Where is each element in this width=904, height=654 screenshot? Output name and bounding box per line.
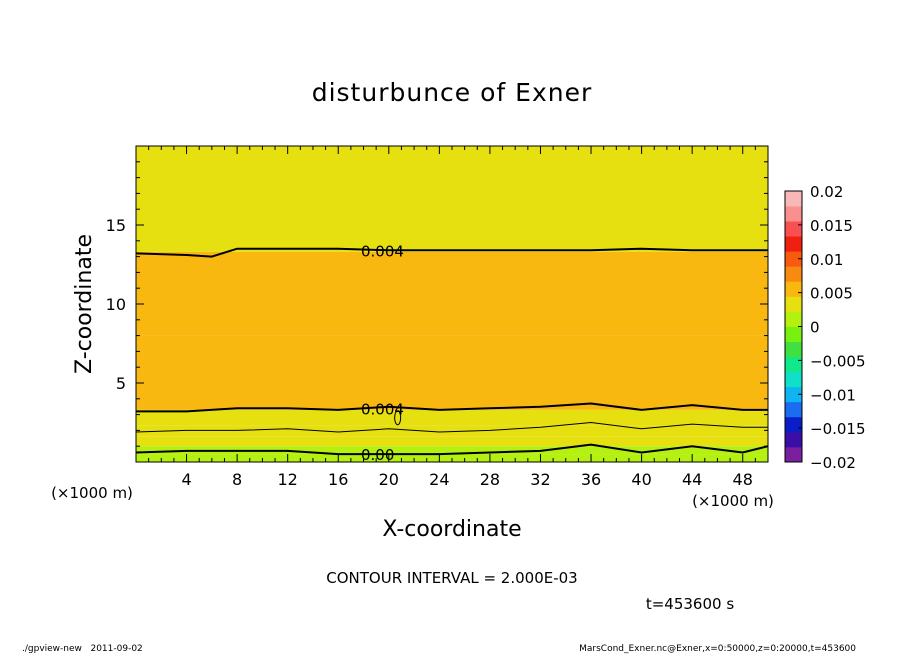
contour-line-1 [136,402,768,413]
colorbar-swatch [785,236,802,252]
colorbar-swatch [785,416,802,433]
contour-label-0: 0.004 [361,242,404,260]
colorbar-tick-label: −0.015 [810,420,866,438]
plot-area: 0.004 0.004 0.00 [135,145,769,464]
x-tick-label: 48 [733,470,753,489]
x-tick-label: 20 [379,470,399,489]
x-tick-label: 24 [429,470,449,489]
field-band-7 [136,251,768,336]
x-tick-label: 40 [631,470,651,489]
colorbar-tick-label: 0.01 [810,251,843,269]
y-axis: 5 10 15 [106,161,768,447]
colorbar-swatch [785,296,802,312]
field-band-5 [136,383,768,410]
colorbar-tick-label: −0.02 [810,454,856,472]
field-band-8 [136,146,768,252]
colorbar-swatch [785,221,802,237]
y-tick-label: 5 [116,374,126,393]
colorbar-swatch [785,446,802,463]
x-tick-label: 44 [682,470,702,489]
footer-left: ./gpview-new 2011-09-02 [22,644,143,654]
colorbar-swatch [785,281,802,297]
x-axis-unit: (×1000 m) [51,484,133,502]
x-tick-label: 12 [278,470,298,489]
colorbar-swatch [785,266,802,282]
x-tick-label: 32 [530,470,550,489]
field-band-4 [136,409,768,426]
x-tick-label: 16 [328,470,348,489]
y-axis-label: Z-coordinate [72,234,97,374]
colorbar-swatch [785,371,802,388]
x-tick-label: 4 [181,470,191,489]
x-tick-label: 28 [480,470,500,489]
colorbar-swatch [785,386,802,403]
colorbar-tick-label: −0.005 [810,352,866,370]
contour-label-2: 0.00 [361,446,394,464]
contour-loop [394,410,402,426]
time-label: t=453600 s [646,595,734,613]
x-axis: 4 8 12 16 20 24 28 32 36 40 44 48 [148,146,756,489]
x-axis-label: X-coordinate [382,517,521,542]
colorbar-swatch [785,326,802,342]
x-tick-label: 36 [581,470,601,489]
colorbar-tick-label: 0.005 [810,285,853,303]
colorbar-tick-label: 0 [810,319,820,337]
colorbar-tick-label: 0.02 [810,183,843,201]
colorbar: 0.02 0.015 0.01 0.005 0 −0.005 −0.01 −0.015 −0.0… [784,183,866,472]
contour-line-3 [135,443,769,456]
x-tick-label: 8 [232,470,242,489]
field-band-1 [136,446,768,455]
x-axis-unit-right: (×1000 m) [692,492,774,510]
colorbar-swatch [785,356,802,373]
contour-line-0 [135,247,768,258]
colorbar-swatch [785,191,802,207]
colorbar-tick-label: −0.01 [810,386,856,404]
field-band-2 [136,436,768,447]
colorbar-swatch [785,311,802,327]
colorbar-swatch [785,251,802,267]
contour-interval-label: CONTOUR INTERVAL = 2.000E-03 [326,569,577,587]
y-tick-label: 10 [106,295,126,314]
colorbar-swatch [785,401,802,418]
colorbar-swatch [785,431,802,448]
y-tick-label: 15 [106,216,126,235]
colorbar-swatch [785,341,802,358]
contour-line-2 [135,421,768,433]
colorbar-swatch [785,206,802,222]
contour-label-1: 0.004 [361,400,404,418]
chart-title: disturbunce of Exner [312,78,593,107]
footer-right: MarsCond_Exner.nc@Exner,x=0:50000,z=0:20… [579,644,856,654]
field-band-6 [136,335,768,383]
colorbar-tick-label: 0.015 [810,217,853,235]
